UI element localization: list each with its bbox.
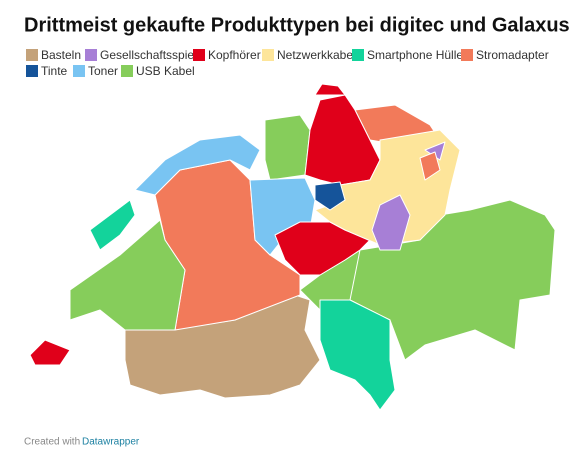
- footer-link[interactable]: Datawrapper: [82, 437, 140, 448]
- region: [69, 219, 186, 331]
- region: [134, 134, 261, 196]
- legend-label: Basteln: [41, 48, 81, 62]
- legend-swatch: [73, 65, 85, 77]
- legend-label: Smartphone Hülle: [367, 48, 463, 62]
- region: [314, 83, 346, 96]
- region: [371, 194, 411, 251]
- legend-label: USB Kabel: [136, 64, 195, 78]
- legend-swatch: [262, 49, 274, 61]
- legend-swatch: [121, 65, 133, 77]
- legend-swatch: [193, 49, 205, 61]
- region: [419, 151, 441, 181]
- title: Drittmeist gekaufte Produkttypen bei dig…: [24, 14, 570, 36]
- legend-swatch: [26, 65, 38, 77]
- legend-swatch: [461, 49, 473, 61]
- legend-swatch: [85, 49, 97, 61]
- region: [274, 221, 371, 276]
- region: [314, 181, 346, 211]
- map: [29, 83, 556, 411]
- region: [319, 299, 396, 411]
- region: [89, 199, 136, 251]
- legend-label: Kopfhörer: [208, 48, 261, 62]
- footer-text: Created with: [24, 437, 80, 448]
- region: [29, 339, 71, 366]
- legend-label: Gesellschaftsspiel: [100, 48, 197, 62]
- legend-label: Toner: [88, 64, 118, 78]
- legend-swatch: [26, 49, 38, 61]
- region: [264, 114, 311, 181]
- legend-label: Netzwerkkabel: [277, 48, 356, 62]
- legend-label: Tinte: [41, 64, 68, 78]
- legend: Basteln Gesellschaftsspiel Kopfhörer Netzwe…: [26, 48, 549, 78]
- legend-label: Stromadapter: [476, 48, 549, 62]
- legend-swatch: [352, 49, 364, 61]
